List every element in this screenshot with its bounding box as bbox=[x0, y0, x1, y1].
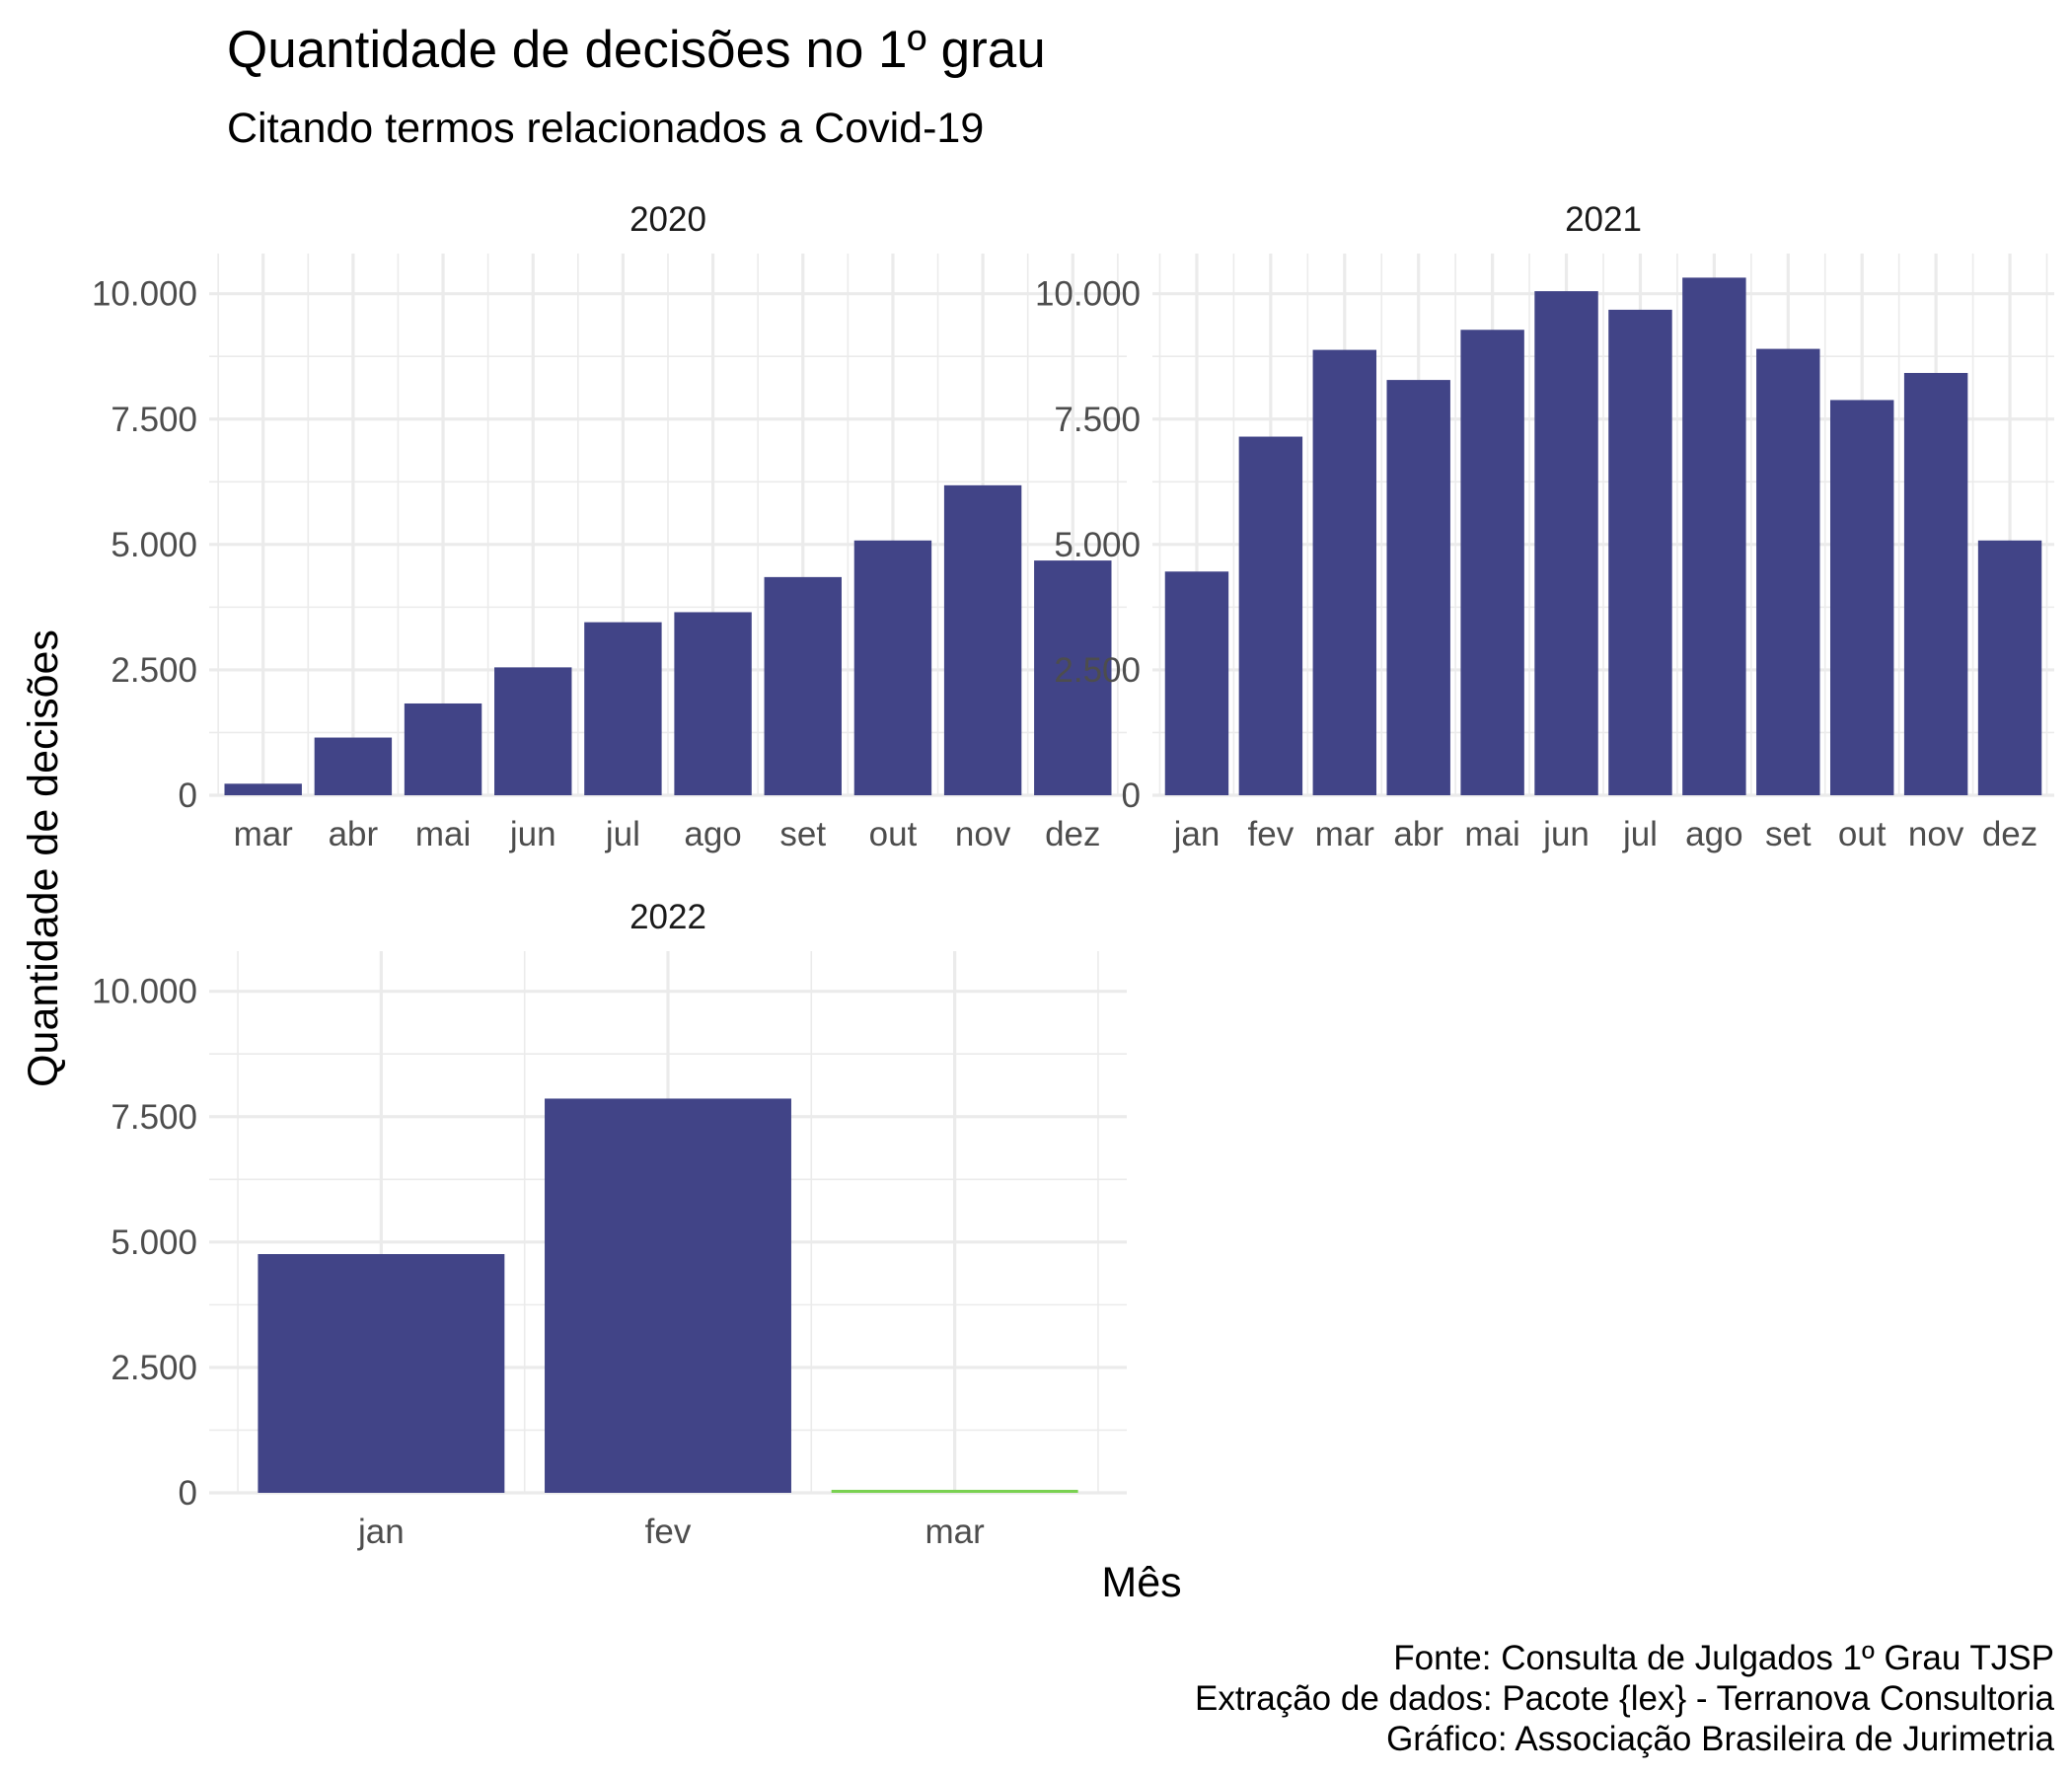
x-tick-label: jul bbox=[1622, 815, 1658, 853]
bar-2021-ago bbox=[1682, 277, 1746, 795]
y-tick-label: 5.000 bbox=[111, 1223, 197, 1262]
bar-2020-set bbox=[764, 576, 842, 795]
x-tick-label: mar bbox=[234, 815, 294, 853]
bar-2020-mar bbox=[224, 783, 302, 795]
y-tick-label: 0 bbox=[179, 1474, 197, 1513]
y-tick-label: 2.500 bbox=[111, 651, 197, 690]
y-tick-label: 0 bbox=[1122, 777, 1141, 815]
bar-2020-ago bbox=[674, 612, 752, 795]
bar-2021-mai bbox=[1460, 330, 1524, 795]
x-tick-label: ago bbox=[1685, 815, 1742, 853]
y-tick-label: 0 bbox=[179, 777, 197, 815]
x-tick-label: abr bbox=[1393, 815, 1443, 853]
x-tick-label: fev bbox=[645, 1513, 692, 1551]
x-tick-label: mai bbox=[415, 815, 471, 853]
x-tick-label: nov bbox=[1908, 815, 1964, 853]
bar-2020-abr bbox=[314, 737, 393, 795]
x-tick-label: jan bbox=[1173, 815, 1221, 853]
x-tick-label: nov bbox=[955, 815, 1011, 853]
x-tick-label: ago bbox=[684, 815, 741, 853]
caption-line-extraction: Extração de dados: Pacote {lex} - Terran… bbox=[1195, 1679, 2055, 1718]
y-tick-label: 2.500 bbox=[1054, 651, 1141, 690]
caption-line-graphic: Gráfico: Associação Brasileira de Jurime… bbox=[1386, 1720, 2054, 1758]
x-tick-label: mai bbox=[1464, 815, 1519, 853]
x-tick-label: jan bbox=[357, 1513, 405, 1551]
x-tick-label: dez bbox=[1045, 815, 1100, 853]
x-tick-label: jul bbox=[605, 815, 640, 853]
x-tick-label: dez bbox=[1982, 815, 2037, 853]
bar-2020-dez bbox=[1034, 560, 1112, 795]
facet-strip-label: 2021 bbox=[1565, 200, 1642, 239]
y-tick-label: 7.500 bbox=[111, 1098, 197, 1137]
x-tick-label: set bbox=[1765, 815, 1812, 853]
bar-2021-out bbox=[1829, 400, 1894, 795]
x-tick-label: abr bbox=[329, 815, 379, 853]
y-tick-label: 5.000 bbox=[1054, 526, 1141, 564]
y-tick-label: 7.500 bbox=[111, 401, 197, 439]
bar-2021-jun bbox=[1534, 291, 1598, 795]
y-tick-label: 10.000 bbox=[92, 973, 197, 1011]
x-tick-label: out bbox=[1838, 815, 1887, 853]
facet-strip-label: 2020 bbox=[629, 200, 706, 239]
bar-2020-mai bbox=[404, 703, 482, 795]
caption: Fonte: Consulta de Julgados 1º Grau TJSP… bbox=[1195, 1639, 2055, 1758]
bar-2020-out bbox=[853, 540, 932, 795]
y-tick-label: 5.000 bbox=[111, 526, 197, 564]
chart-title: Quantidade de decisões no 1º grau bbox=[227, 21, 1046, 79]
y-tick-label: 10.000 bbox=[1035, 275, 1141, 314]
y-tick-label: 2.500 bbox=[111, 1349, 197, 1387]
x-tick-label: mar bbox=[1315, 815, 1375, 853]
y-tick-label: 10.000 bbox=[92, 275, 197, 314]
y-tick-label: 7.500 bbox=[1054, 401, 1141, 439]
chart-subtitle: Citando termos relacionados a Covid-19 bbox=[227, 105, 984, 152]
facet-panel-2020: 2020 0 2.500 5.000 7.500 10.000 mar abr mai jun ju… bbox=[92, 200, 1127, 853]
x-tick-label: out bbox=[869, 815, 918, 853]
bar-2022-fev bbox=[545, 1098, 791, 1493]
caption-line-source: Fonte: Consulta de Julgados 1º Grau TJSP bbox=[1393, 1639, 2054, 1677]
bar-2021-jan bbox=[1164, 571, 1229, 795]
bar-2022-jan bbox=[258, 1254, 505, 1493]
bar-2021-nov bbox=[1903, 372, 1968, 795]
bar-2020-nov bbox=[943, 484, 1022, 795]
x-tick-label: fev bbox=[1248, 815, 1295, 853]
bar-2021-jul bbox=[1608, 309, 1672, 795]
x-tick-label: set bbox=[779, 815, 826, 853]
bar-2021-dez bbox=[1977, 540, 2042, 795]
x-axis-title: Mês bbox=[1101, 1559, 1181, 1606]
x-tick-label: jun bbox=[1542, 815, 1590, 853]
facet-panel-2021: 2021 0 2.500 5.000 7.500 10.000 jan fev mar abr ma… bbox=[1035, 200, 2054, 853]
bar-2021-abr bbox=[1386, 380, 1450, 795]
facet-panel-2022: 2022 0 2.500 5.000 7.500 10.000 jan fev mar bbox=[92, 898, 1127, 1551]
facet-strip-label: 2022 bbox=[629, 898, 706, 936]
bar-2020-jul bbox=[584, 622, 662, 795]
bar-2022-mar bbox=[831, 1489, 1078, 1493]
x-tick-label: jun bbox=[509, 815, 556, 853]
y-axis-title: Quantidade de decisões bbox=[20, 629, 67, 1087]
bar-2020-jun bbox=[494, 667, 572, 795]
bar-2021-fev bbox=[1238, 436, 1303, 795]
bar-2021-set bbox=[1756, 348, 1820, 795]
bar-2021-mar bbox=[1312, 349, 1377, 795]
x-tick-label: mar bbox=[925, 1513, 985, 1551]
